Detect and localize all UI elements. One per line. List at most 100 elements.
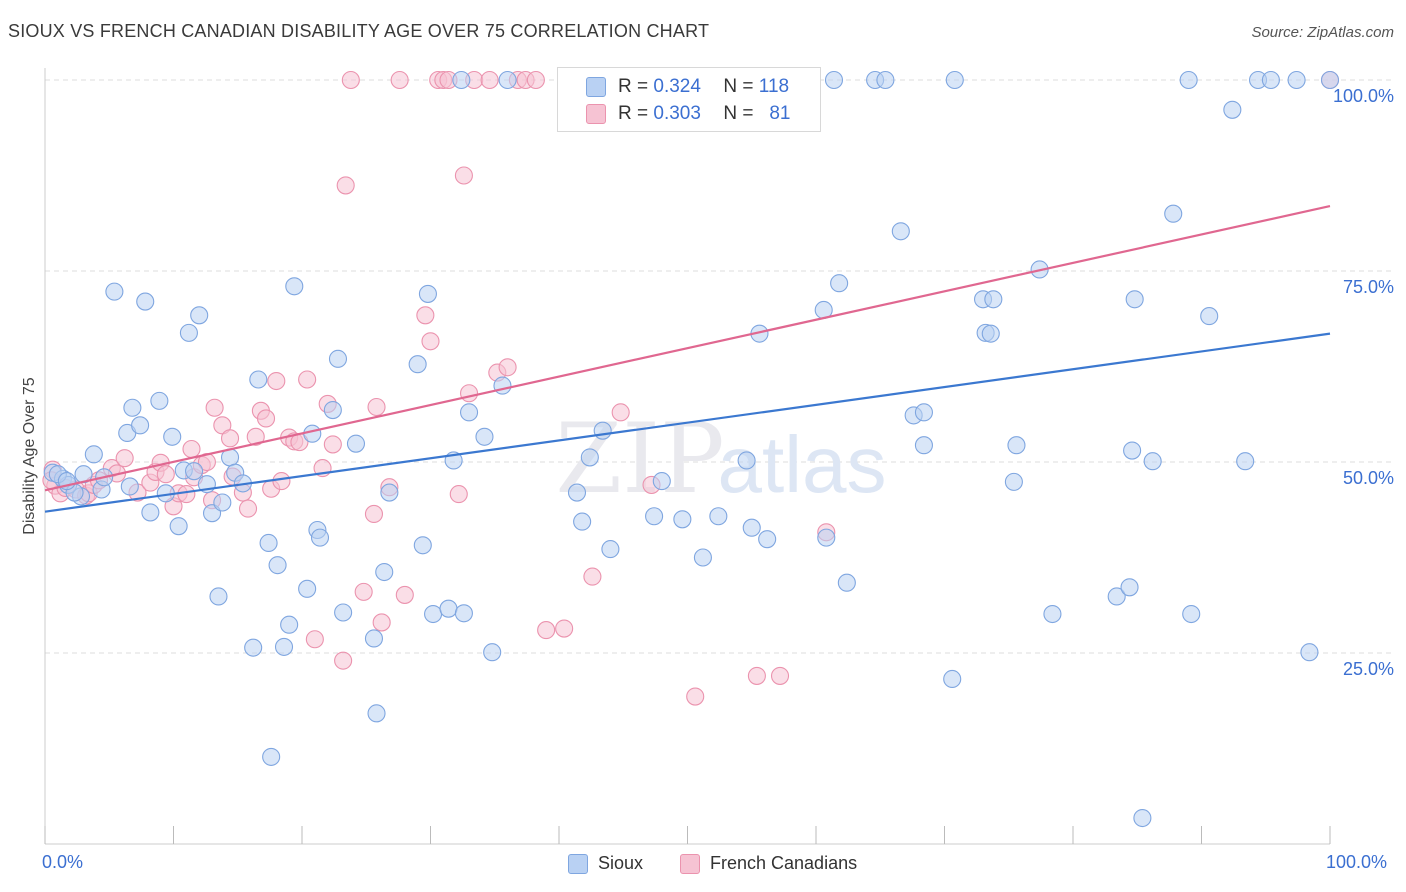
sioux-swatch <box>586 77 606 97</box>
french-point <box>555 619 574 638</box>
sioux-point <box>876 70 895 90</box>
sioux-point <box>709 507 728 526</box>
sioux-point <box>424 604 443 624</box>
sioux-point <box>1043 604 1062 624</box>
french-point <box>416 306 435 325</box>
sioux-point <box>943 669 962 689</box>
sioux-point <box>310 528 330 547</box>
french-point <box>334 651 353 670</box>
y-tick-50: 50.0% <box>1342 468 1394 488</box>
french-point <box>323 435 342 454</box>
legend-r-value: 0.303 <box>653 103 701 124</box>
legend-n-label: N = <box>723 76 754 97</box>
legend-row-sioux: R = 0.324 N = 118 <box>558 73 789 101</box>
sioux-point <box>737 451 756 470</box>
sioux-point <box>190 306 209 325</box>
french-point <box>272 472 291 491</box>
french-point <box>115 449 134 468</box>
x-tick-100: 100.0% <box>1326 852 1388 872</box>
sioux-point <box>693 548 712 567</box>
sioux-point <box>105 282 124 301</box>
sioux-point <box>459 403 479 422</box>
french-point <box>390 70 409 90</box>
sioux-point <box>285 277 304 296</box>
sioux-point <box>601 540 620 559</box>
sioux-point <box>483 643 502 662</box>
french-point <box>449 485 468 504</box>
sioux-point <box>824 70 844 90</box>
sioux-point <box>123 398 142 417</box>
sioux-point <box>274 637 294 656</box>
sioux-point <box>1107 587 1126 606</box>
french-point <box>372 613 391 632</box>
sioux-point <box>364 629 384 648</box>
sioux-point <box>1007 436 1026 455</box>
legend-n-value: 81 <box>769 103 791 124</box>
french-point <box>454 166 473 185</box>
sioux-point <box>334 603 353 622</box>
sioux-point <box>268 556 287 575</box>
sioux-point <box>298 579 317 598</box>
sioux-point <box>120 477 139 496</box>
sioux-point <box>413 536 432 555</box>
french-point <box>526 70 545 90</box>
sioux-point <box>141 503 160 522</box>
legend-label-sioux: Sioux <box>598 853 644 873</box>
sioux-point <box>1261 70 1280 90</box>
sioux-point <box>280 615 299 634</box>
sioux-point <box>150 391 169 410</box>
sioux-point <box>652 472 671 491</box>
sioux-point <box>367 704 386 723</box>
legend-r-label: R = <box>618 76 649 97</box>
french-swatch <box>586 104 606 124</box>
sioux-point <box>1287 70 1306 90</box>
sioux-point <box>185 462 204 481</box>
y-tick-100: 100.0% <box>1332 86 1394 106</box>
sioux-point <box>249 370 268 389</box>
sioux-point <box>323 400 342 420</box>
y-tick-25: 25.0% <box>1342 659 1394 679</box>
sioux-point <box>914 403 933 422</box>
french-point <box>367 397 386 417</box>
sioux-point <box>179 323 198 342</box>
sioux-legend-swatch <box>568 853 588 874</box>
sioux-point <box>573 512 592 531</box>
sioux-point <box>418 284 437 303</box>
sioux-point <box>1223 100 1242 119</box>
sioux-point <box>914 436 933 455</box>
sioux-point <box>454 604 473 623</box>
sioux-point <box>758 530 777 549</box>
sioux-point <box>131 416 150 435</box>
sioux-point <box>213 493 232 512</box>
sioux-point <box>1004 472 1023 491</box>
chart-title: SIOUX VS FRENCH CANADIAN DISABILITY AGE … <box>8 21 710 41</box>
gridlines <box>45 79 1392 654</box>
sioux-points <box>43 70 1340 828</box>
french-point <box>336 176 355 195</box>
legend-r-label: R = <box>618 103 649 124</box>
sioux-point <box>645 507 664 526</box>
sioux-point <box>163 427 182 446</box>
french-point <box>298 370 317 389</box>
sioux-point <box>259 533 278 553</box>
sioux-point <box>567 483 587 502</box>
sioux-point <box>136 292 155 311</box>
legend-r-value: 0.324 <box>653 76 701 97</box>
sioux-point <box>244 638 263 657</box>
sioux-point <box>1182 604 1201 624</box>
axes <box>44 68 1331 845</box>
french-point <box>583 567 602 586</box>
sioux-point <box>1200 307 1219 326</box>
sioux-point <box>1300 643 1319 662</box>
sioux-point <box>439 599 458 618</box>
stats-legend: R = 0.324 N = 118 R = 0.303 N = 81 <box>557 67 821 132</box>
french-point <box>246 427 265 446</box>
sioux-point <box>1125 290 1144 309</box>
sioux-point <box>475 427 494 446</box>
french-point <box>305 630 324 649</box>
french-point <box>686 687 705 706</box>
french-point <box>220 429 240 448</box>
sioux-point <box>593 421 612 440</box>
french-point <box>364 504 384 524</box>
